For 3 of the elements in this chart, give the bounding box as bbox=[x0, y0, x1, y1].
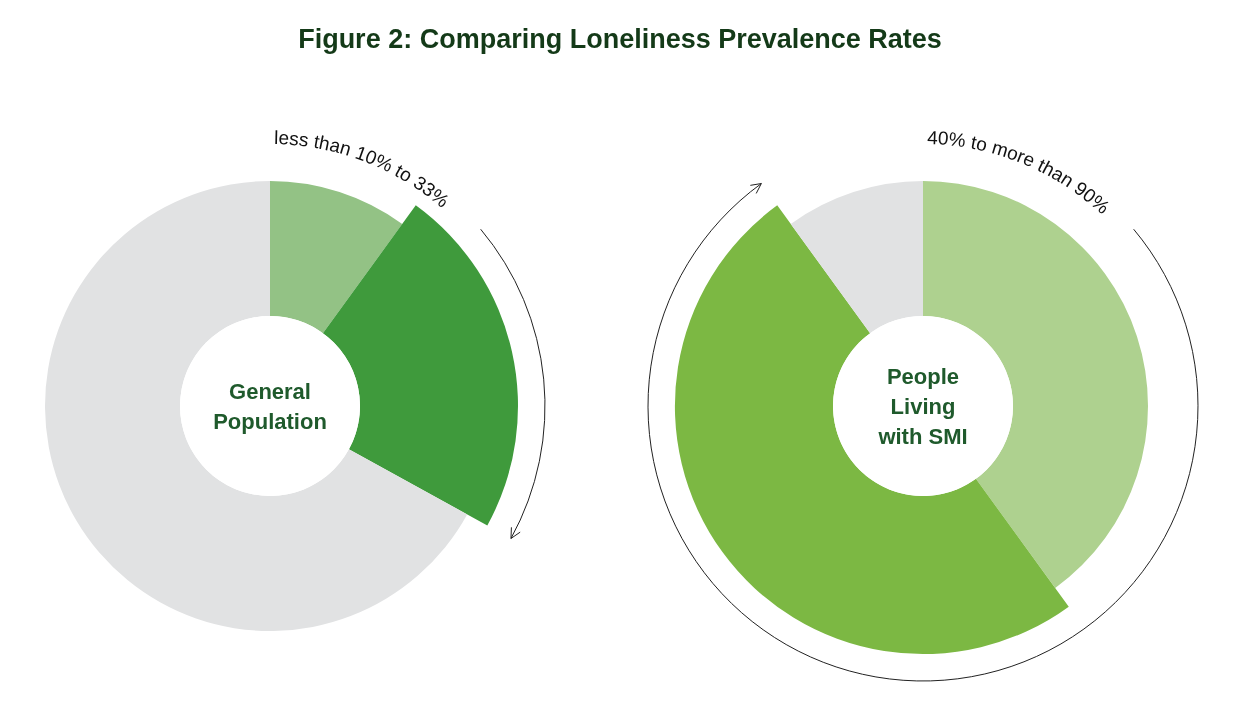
text: General Population bbox=[213, 379, 327, 434]
text: People Living with SMI bbox=[877, 364, 968, 449]
text: Figure 2: Comparing Loneliness Prevalence Rates bbox=[298, 24, 942, 54]
